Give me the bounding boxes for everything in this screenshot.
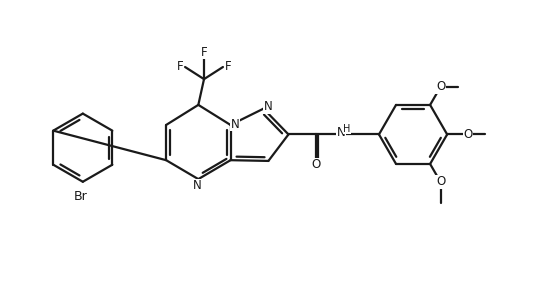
Text: O: O (436, 80, 445, 93)
Text: F: F (225, 60, 231, 73)
Text: O: O (436, 176, 445, 189)
Text: Br: Br (74, 190, 88, 203)
Text: O: O (436, 80, 445, 93)
Text: N: N (193, 179, 202, 193)
Text: F: F (201, 46, 207, 59)
Text: F: F (176, 60, 183, 73)
Text: N: N (337, 126, 345, 139)
Text: O: O (311, 158, 320, 171)
Text: O: O (463, 128, 473, 141)
Text: N: N (264, 100, 273, 113)
Text: N: N (231, 118, 240, 131)
Text: H: H (343, 124, 351, 134)
